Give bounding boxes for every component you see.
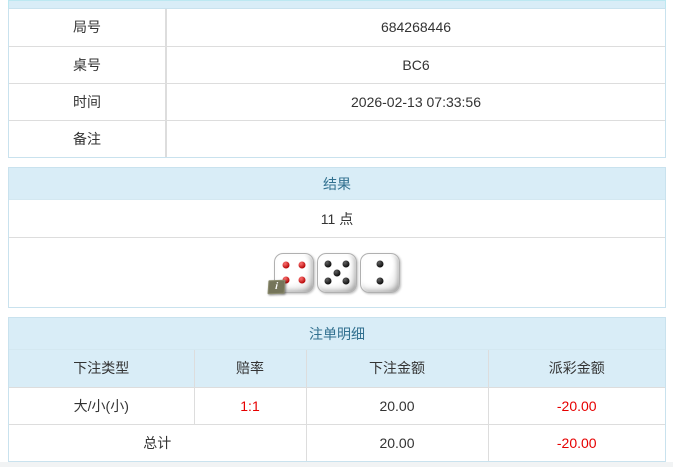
die-pip [333, 269, 341, 276]
game-info-table: 局号 684268446 桌号 BC6 时间 2026-02-13 07:33:… [9, 9, 665, 157]
table-number-value: BC6 [165, 45, 665, 84]
column-header-bet-amount: 下注金额 [305, 350, 489, 388]
bet-payout-value: -20.00 [487, 386, 665, 425]
bet-odds-value: 1:1 [193, 386, 307, 425]
bottom-edge [0, 462, 673, 467]
bet-details-panel: 注单明细 下注类型 赔率 下注金额 派彩金额 大/小(小) 1:1 20.00 … [8, 317, 666, 462]
page-content: 局号 684268446 桌号 BC6 时间 2026-02-13 07:33:… [8, 0, 666, 462]
result-points: 11 点 [9, 200, 665, 238]
round-id-label: 局号 [9, 9, 167, 47]
die-2-black [360, 252, 400, 293]
info-badge-icon: i [267, 279, 286, 294]
die-pip [324, 260, 332, 268]
total-bet-amount: 20.00 [305, 423, 489, 461]
die-pip [376, 277, 384, 285]
total-payout-amount: -20.00 [487, 423, 665, 461]
time-label: 时间 [9, 82, 167, 121]
table-row: 时间 2026-02-13 07:33:56 [9, 82, 665, 121]
bet-type-value: 大/小(小) [9, 386, 195, 425]
column-header-payout-amount: 派彩金额 [487, 350, 665, 388]
bet-details-title: 注单明细 [9, 318, 665, 350]
table-row: 桌号 BC6 [9, 45, 665, 84]
die-pip [376, 260, 384, 268]
result-panel: 结果 11 点 i [8, 167, 666, 308]
die-5-black [317, 252, 357, 293]
die-pip [342, 260, 350, 268]
top-header-bar [8, 0, 666, 8]
dice-result-row: i [9, 238, 665, 307]
die-pip [298, 276, 306, 284]
total-label: 总计 [9, 423, 307, 461]
remark-value [165, 119, 665, 157]
column-header-bet-type: 下注类型 [9, 350, 195, 388]
table-row: 局号 684268446 [9, 9, 665, 47]
die-pip [282, 276, 290, 284]
die-pip [342, 277, 350, 285]
column-header-odds: 赔率 [193, 350, 307, 388]
die-pip [298, 261, 306, 269]
total-row: 总计 20.00 -20.00 [9, 423, 665, 461]
remark-label: 备注 [9, 119, 167, 157]
die-pip [324, 277, 332, 285]
table-row: 备注 [9, 119, 665, 157]
table-row: 大/小(小) 1:1 20.00 -20.00 [9, 386, 665, 425]
game-info-panel: 局号 684268446 桌号 BC6 时间 2026-02-13 07:33:… [8, 8, 666, 158]
bet-amount-value: 20.00 [305, 386, 489, 425]
round-id-value: 684268446 [165, 9, 665, 47]
bet-details-table: 下注类型 赔率 下注金额 派彩金额 大/小(小) 1:1 20.00 -20.0… [9, 350, 665, 461]
die-pip [282, 261, 290, 269]
table-number-label: 桌号 [9, 45, 167, 84]
die-4-red: i [267, 252, 314, 294]
time-value: 2026-02-13 07:33:56 [165, 82, 665, 121]
result-panel-title: 结果 [9, 168, 665, 200]
table-header-row: 下注类型 赔率 下注金额 派彩金额 [9, 350, 665, 388]
